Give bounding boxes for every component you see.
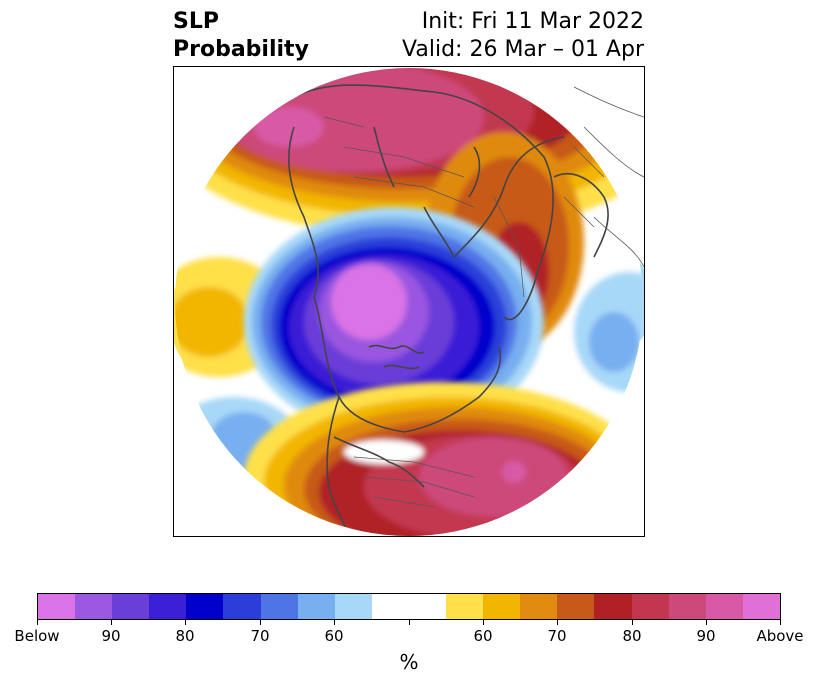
colorbar-label: 80 xyxy=(175,627,195,645)
colorbar-segment xyxy=(520,594,558,619)
colorbar xyxy=(37,593,781,620)
title-line-2: Probability xyxy=(173,37,309,62)
colorbar-segment xyxy=(334,594,372,619)
colorbar-segment xyxy=(631,594,669,619)
valid-range: Valid: 26 Mar – 01 Apr xyxy=(402,37,644,62)
below-anomaly-east xyxy=(574,272,643,392)
colorbar-label: 90 xyxy=(696,627,716,645)
colorbar-label-below: Below xyxy=(14,627,60,645)
borders xyxy=(323,116,605,508)
colorbar-label: 70 xyxy=(250,627,270,645)
probability-field xyxy=(175,68,643,536)
colorbar-label: 60 xyxy=(324,627,344,645)
colorbar-label: 60 xyxy=(473,627,493,645)
colorbar-tick xyxy=(483,620,484,625)
colorbar-tick xyxy=(185,620,186,625)
colorbar-tick xyxy=(632,620,633,625)
colorbar-segment xyxy=(186,594,224,619)
colorbar-segment xyxy=(75,594,113,619)
colorbar-segment xyxy=(260,594,298,619)
colorbar-label: 80 xyxy=(622,627,642,645)
colorbar-tick xyxy=(409,620,410,625)
polar-map xyxy=(173,66,645,537)
colorbar-segment xyxy=(297,594,335,619)
colorbar-tick xyxy=(557,620,558,625)
colorbar-label: 90 xyxy=(101,627,121,645)
below-anomaly-arctic xyxy=(244,207,544,437)
colorbar-segment xyxy=(668,594,706,619)
colorbar-tick xyxy=(334,620,335,625)
colorbar-segment xyxy=(38,594,76,619)
colorbar-segment xyxy=(557,594,595,619)
init-date: Init: Fri 11 Mar 2022 xyxy=(421,9,644,34)
colorbar-segment xyxy=(149,594,187,619)
colorbar-tick xyxy=(111,620,112,625)
colorbar-tick xyxy=(37,620,38,625)
coastlines xyxy=(288,84,609,536)
colorbar-segment xyxy=(446,594,484,619)
colorbar-tick xyxy=(706,620,707,625)
colorbar-label-above: Above xyxy=(756,627,804,645)
date-info: Init: Fri 11 Mar 2022 Valid: 26 Mar – 01… xyxy=(402,8,644,64)
colorbar-tick xyxy=(780,620,781,625)
colorbar-unit: % xyxy=(399,650,419,674)
chart-title: SLP Probability xyxy=(173,8,309,64)
colorbar-segment xyxy=(594,594,632,619)
colorbar-label: 70 xyxy=(547,627,567,645)
colorbar-segment xyxy=(112,594,150,619)
colorbar-segment xyxy=(371,594,447,619)
colorbar-segment xyxy=(483,594,521,619)
colorbar-segment xyxy=(742,594,780,619)
colorbar-segment xyxy=(705,594,743,619)
africa-outline xyxy=(573,86,644,268)
colorbar-segment xyxy=(223,594,261,619)
colorbar-tick xyxy=(260,620,261,625)
polar-map-svg xyxy=(174,68,644,536)
title-line-1: SLP xyxy=(173,9,219,34)
